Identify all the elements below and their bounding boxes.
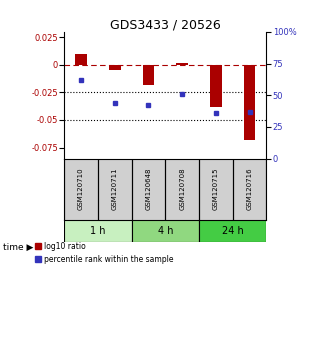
Bar [210, 65, 222, 107]
Text: GSM120648: GSM120648 [145, 167, 152, 210]
Bar [109, 65, 121, 70]
Bar [64, 221, 132, 241]
Bar [75, 54, 87, 65]
Text: 24 h: 24 h [222, 226, 244, 236]
Text: time ▶: time ▶ [3, 243, 34, 252]
Text: GSM120710: GSM120710 [78, 167, 84, 210]
Title: GDS3433 / 20526: GDS3433 / 20526 [110, 19, 221, 32]
Legend: log10 ratio, percentile rank within the sample: log10 ratio, percentile rank within the … [36, 242, 174, 264]
Text: GSM120708: GSM120708 [179, 167, 185, 210]
Bar [176, 63, 188, 65]
Bar [199, 221, 266, 241]
Text: 4 h: 4 h [158, 226, 173, 236]
Text: 1 h: 1 h [90, 226, 106, 236]
Bar [244, 65, 256, 140]
Bar [132, 221, 199, 241]
Text: GSM120711: GSM120711 [112, 167, 118, 210]
Text: GSM120716: GSM120716 [247, 167, 253, 210]
Bar [143, 65, 154, 85]
Text: GSM120715: GSM120715 [213, 167, 219, 210]
